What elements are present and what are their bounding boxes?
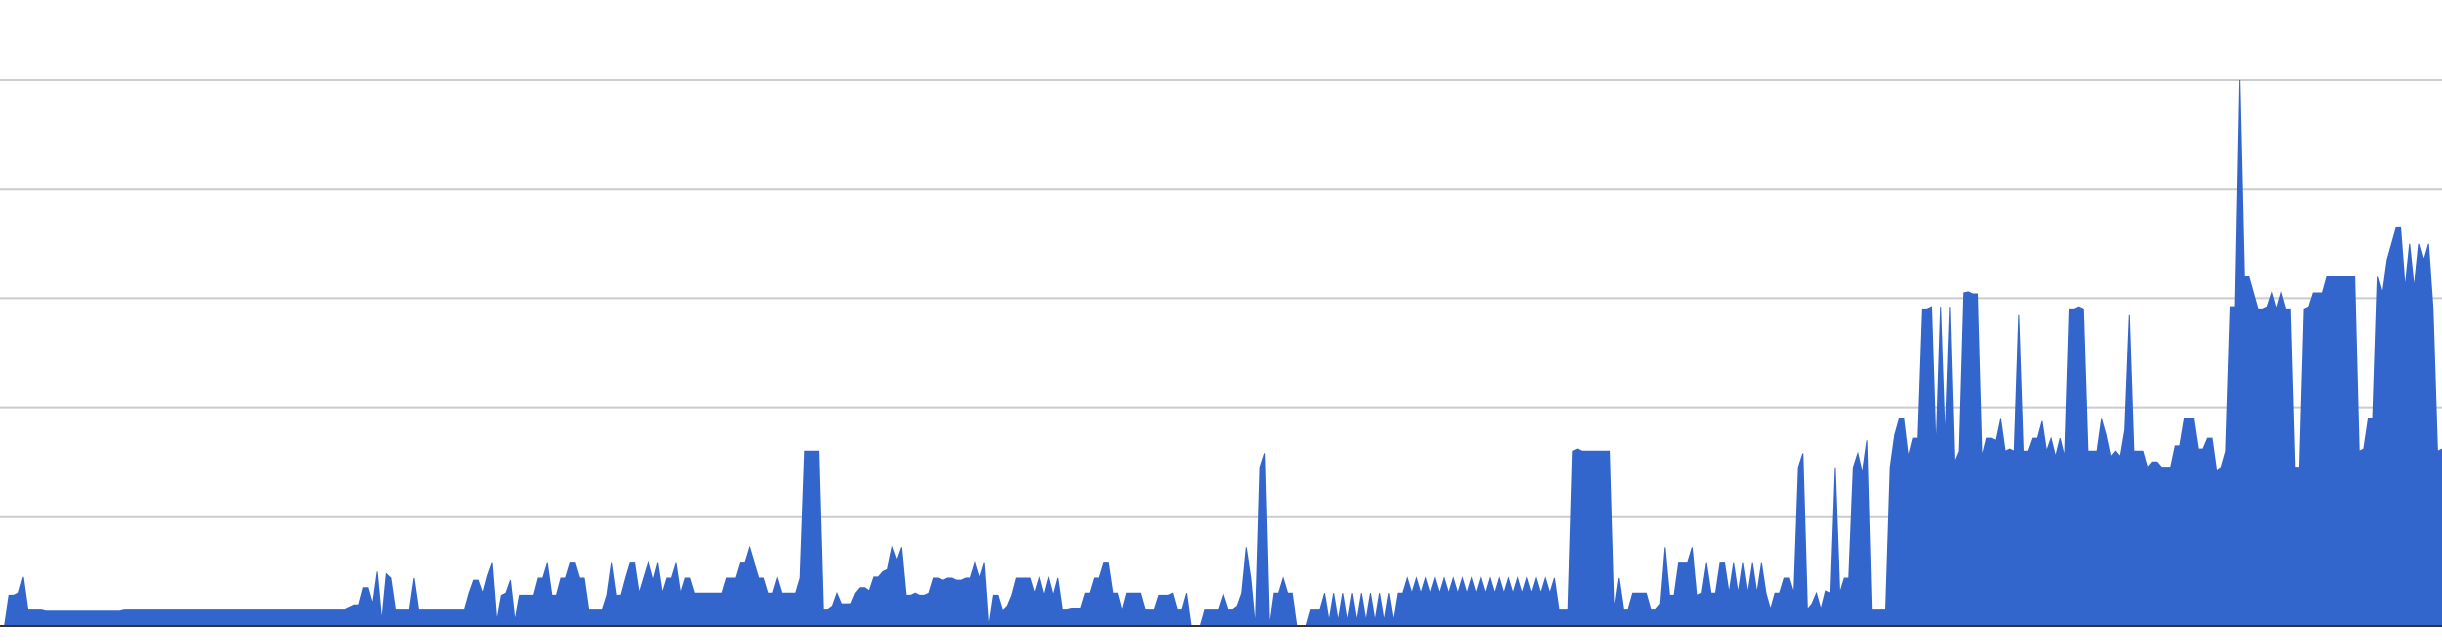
area-series xyxy=(0,79,2442,627)
